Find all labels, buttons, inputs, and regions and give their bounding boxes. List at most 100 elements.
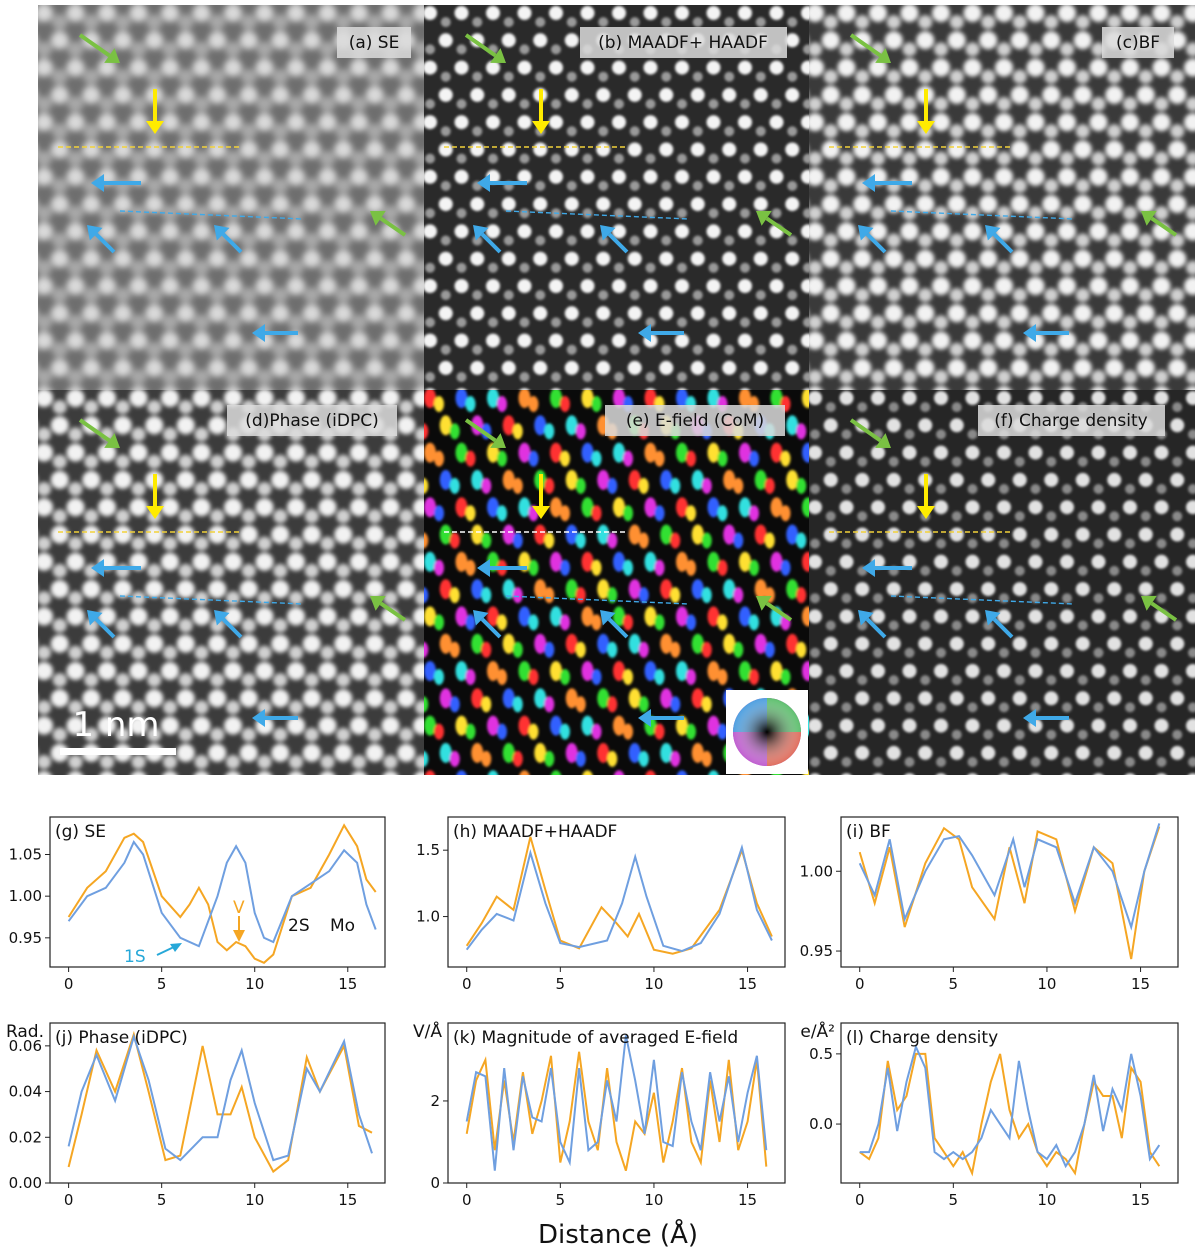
2s-label: 2S xyxy=(288,916,310,936)
annotation-arrow xyxy=(146,474,164,519)
annotation-arrow xyxy=(464,418,506,448)
panel-overlay xyxy=(444,33,793,342)
plot-frame xyxy=(447,1022,786,1184)
annotation-arrow xyxy=(477,174,527,192)
plot-title: (h) MAADF+HAADF xyxy=(453,822,617,842)
annotation-arrow xyxy=(600,610,629,639)
annotation-arrow xyxy=(532,474,550,519)
x-tick-label: 15 xyxy=(338,975,357,993)
panel-overlay xyxy=(829,33,1178,342)
annotation-arrow xyxy=(1141,595,1178,622)
annotation-arrow xyxy=(917,474,935,519)
annotation-arrow xyxy=(638,324,684,342)
annotation-arrow xyxy=(858,610,887,639)
y-tick-label: 0.95 xyxy=(800,942,833,960)
x-tick-label: 10 xyxy=(644,975,663,993)
y-tick-label: 1.00 xyxy=(9,887,42,905)
panel-label-text: (b) MAADF+ HAADF xyxy=(598,33,768,53)
y-tick-label: 0.06 xyxy=(9,1037,42,1055)
annotation-arrow xyxy=(1141,210,1178,237)
series-line-orange xyxy=(859,1052,1161,1177)
panel-label-text: (f) Charge density xyxy=(994,411,1147,431)
x-tick-label: 5 xyxy=(157,1191,167,1209)
1s-label: 1S xyxy=(124,947,146,967)
y-tick-label: 1.5 xyxy=(416,841,440,859)
annotation-arrow xyxy=(370,595,407,622)
y-tick-label: 0.5 xyxy=(809,1045,833,1063)
panel-label-text: (a) SE xyxy=(349,33,400,53)
panel-overlay xyxy=(444,418,793,727)
annotation-arrow xyxy=(985,225,1014,254)
panel-label-b: (b) MAADF+ HAADF xyxy=(580,27,787,58)
panel-overlay xyxy=(829,418,1178,727)
mo-label: Mo xyxy=(330,916,355,936)
plot-j: 0 5 10 15 0.00 0.02 0.04 0.06 (j) Phase (iDPC) Ra… xyxy=(6,1022,386,1209)
x-tick-label: 0 xyxy=(855,1191,865,1209)
x-tick-label: 0 xyxy=(462,1191,472,1209)
plot-k: 0 5 10 15 0 2 (k) Magnitude of averaged E-fiel… xyxy=(413,1020,786,1209)
plot-frame xyxy=(447,816,786,968)
annotation-arrow xyxy=(756,210,793,237)
x-tick-label: 10 xyxy=(1037,975,1056,993)
y-tick-label: 0.04 xyxy=(9,1083,42,1101)
annotation-arrow xyxy=(849,418,891,448)
annotation-arrow xyxy=(477,559,527,577)
y-tick-label: 2 xyxy=(430,1092,440,1110)
annotation-arrow xyxy=(600,225,629,254)
y-tick-label: 1.05 xyxy=(9,846,42,864)
color-wheel-inset xyxy=(726,690,808,774)
y-tick-label: 0.02 xyxy=(9,1128,42,1146)
panel-se-image xyxy=(38,5,424,390)
annotation-arrow xyxy=(985,610,1014,639)
annotation-arrow xyxy=(917,89,935,134)
panel-label-d: (d)Phase (iDPC) xyxy=(227,405,397,436)
x-tick-label: 0 xyxy=(64,1191,74,1209)
y-unit-label: Rad. xyxy=(6,1022,44,1042)
scale-bar: 1 nm xyxy=(60,705,176,755)
y-tick-label: 1.00 xyxy=(800,862,833,880)
annotation-arrow xyxy=(858,225,887,254)
annotation-arrow xyxy=(252,709,298,727)
plot-g-annotations: V 2S Mo 1S xyxy=(124,898,355,967)
x-tick-label: 5 xyxy=(556,1191,566,1209)
plot-frame xyxy=(49,1022,386,1184)
annotation-arrow xyxy=(78,418,120,448)
series-line-blue xyxy=(859,1043,1161,1169)
x-tick-label: 10 xyxy=(245,1191,264,1209)
panel-maadf-haadf-image xyxy=(424,5,809,390)
y-tick-label: 0.0 xyxy=(809,1115,833,1133)
x-tick-label: 0 xyxy=(855,975,865,993)
line-profile-plots: 0 5 10 15 0.95 1.00 1.05 (g) SE 0 5 10 15 1.0 1.5 (h) … xyxy=(6,816,1179,1209)
plot-title: (l) Charge density xyxy=(846,1028,998,1048)
annotation-arrow xyxy=(91,174,141,192)
annotation-arrow xyxy=(532,89,550,134)
series-line-blue xyxy=(67,1033,373,1162)
annotation-arrow xyxy=(464,33,506,63)
panel-label-text: (d)Phase (iDPC) xyxy=(245,411,378,431)
plot-l: 0 5 10 15 0.0 0.5 (l) Charge density e/Å² xyxy=(800,1020,1179,1209)
annotation-arrow xyxy=(1023,709,1069,727)
x-tick-label: 0 xyxy=(64,975,74,993)
annotation-arrow xyxy=(78,33,120,63)
panel-label-a: (a) SE xyxy=(337,27,411,58)
x-tick-label: 0 xyxy=(462,975,472,993)
panel-overlay xyxy=(58,418,407,727)
y-unit-label: e/Å² xyxy=(800,1020,835,1042)
x-tick-label: 15 xyxy=(738,1191,757,1209)
annotation-arrow xyxy=(91,559,141,577)
plot-title: (i) BF xyxy=(846,822,891,842)
x-tick-label: 5 xyxy=(949,975,959,993)
plot-h: 0 5 10 15 1.0 1.5 (h) MAADF+HAADF xyxy=(416,816,786,993)
series-line-blue xyxy=(67,840,377,948)
plot-g: 0 5 10 15 0.95 1.00 1.05 (g) SE xyxy=(9,816,386,993)
annotation-arrow xyxy=(87,225,116,254)
annotation-arrow xyxy=(849,33,891,63)
x-tick-label: 5 xyxy=(949,1191,959,1209)
y-tick-label: 0.00 xyxy=(9,1174,42,1192)
plot-title: (j) Phase (iDPC) xyxy=(55,1028,188,1048)
x-axis-label: Distance (Å) xyxy=(538,1218,698,1250)
panel-bf-image xyxy=(809,5,1195,390)
series-line-orange xyxy=(67,823,377,964)
y-tick-label: 0 xyxy=(430,1174,440,1192)
